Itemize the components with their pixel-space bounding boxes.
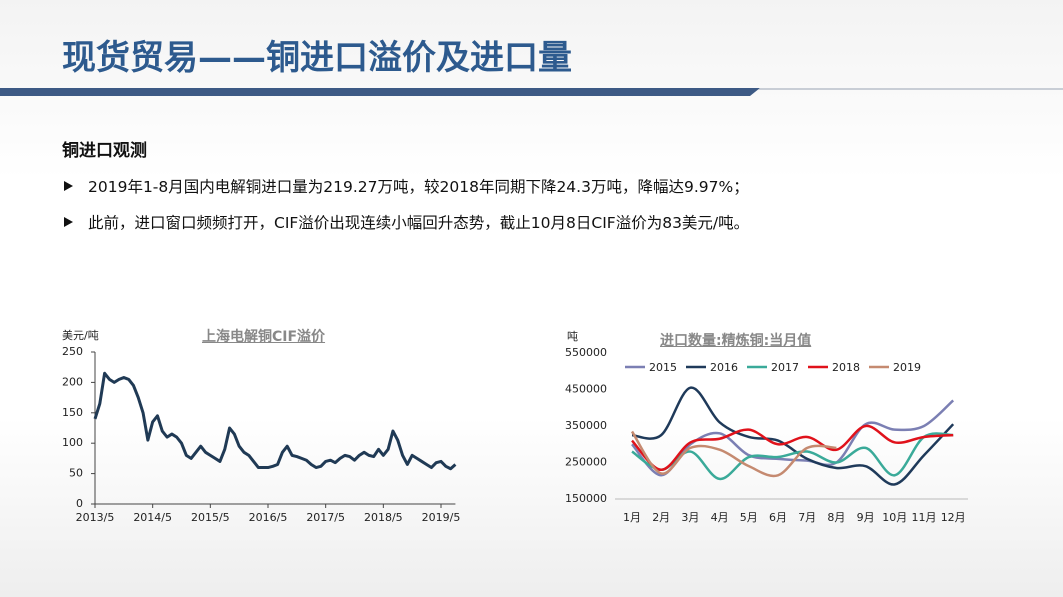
x-tick-label: 6月 bbox=[769, 511, 787, 524]
section-heading: 铜进口观测 bbox=[62, 141, 147, 161]
x-tick-label: 8月 bbox=[827, 511, 845, 524]
x-tick-label: 4月 bbox=[711, 511, 729, 524]
x-tick-label: 10月 bbox=[882, 511, 907, 524]
y-tick-label: 150 bbox=[62, 406, 83, 419]
x-tick-label: 2013/5 bbox=[76, 511, 115, 524]
series-line bbox=[93, 371, 457, 471]
x-tick-label: 9月 bbox=[857, 511, 875, 524]
legend-label: 2019 bbox=[893, 361, 921, 374]
legend-label: 2015 bbox=[649, 361, 677, 374]
y-tick-label: 0 bbox=[76, 497, 83, 510]
y-tick-label: 350000 bbox=[565, 419, 607, 432]
series-line bbox=[631, 386, 955, 486]
y-axis-label: 吨 bbox=[567, 330, 578, 343]
x-tick-label: 11月 bbox=[912, 511, 937, 524]
bullet: 此前，进口窗口频频打开，CIF溢价出现连续小幅回升态势，截止10月8日CIF溢价… bbox=[62, 211, 749, 233]
series-line bbox=[631, 399, 955, 477]
series-line bbox=[630, 430, 837, 478]
legend-label: 2017 bbox=[771, 361, 799, 374]
y-tick-label: 50 bbox=[69, 467, 83, 480]
y-tick-label: 250000 bbox=[565, 456, 607, 469]
x-tick-label: 3月 bbox=[681, 511, 699, 524]
y-tick-label: 200 bbox=[62, 375, 83, 388]
page-title: 现货贸易——铜进口溢价及进口量 bbox=[62, 38, 572, 78]
x-tick-label: 2018/5 bbox=[364, 511, 403, 524]
x-tick-label: 2014/5 bbox=[133, 511, 172, 524]
y-tick-label: 150000 bbox=[565, 492, 607, 505]
x-tick-label: 2017/5 bbox=[306, 511, 345, 524]
x-tick-label: 2019/5 bbox=[422, 511, 461, 524]
chart-title: 上海电解铜CIF溢价 bbox=[202, 329, 326, 345]
y-axis-label: 美元/吨 bbox=[62, 329, 99, 342]
x-tick-label: 2月 bbox=[652, 511, 670, 524]
y-tick-label: 450000 bbox=[565, 383, 607, 396]
y-tick-label: 550000 bbox=[565, 346, 607, 359]
legend-label: 2016 bbox=[710, 361, 738, 374]
legend-label: 2018 bbox=[832, 361, 860, 374]
x-tick-label: 5月 bbox=[740, 511, 758, 524]
series-line bbox=[631, 424, 954, 472]
x-tick-label: 1月 bbox=[623, 511, 641, 524]
chart-title: 进口数量:精炼铜:当月值 bbox=[660, 333, 812, 349]
series-line bbox=[631, 432, 954, 481]
x-tick-label: 12月 bbox=[941, 511, 966, 524]
y-tick-label: 250 bbox=[62, 345, 83, 358]
bullet: 2019年1-8月国内电解铜进口量为219.27万吨，较2018年同期下降24.… bbox=[62, 175, 749, 197]
y-tick-label: 100 bbox=[62, 436, 83, 449]
x-tick-label: 2016/5 bbox=[249, 511, 288, 524]
x-tick-label: 7月 bbox=[798, 511, 816, 524]
x-tick-label: 2015/5 bbox=[191, 511, 230, 524]
